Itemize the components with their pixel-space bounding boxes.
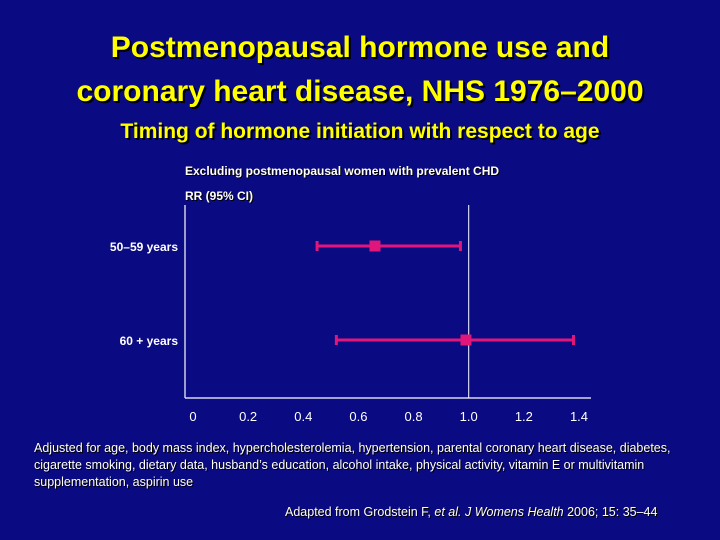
x-tick-label: 1.0 [460,409,478,424]
subtitle: Timing of hormone initiation with respec… [120,120,600,143]
x-tick-label: 1.2 [515,409,533,424]
exclusion-note: Excluding postmenopausal women with prev… [185,164,500,178]
x-tick-label: 1.4 [570,409,588,424]
source-etal: et al. [434,505,462,519]
adjustment-footnote: Adjusted for age, body mass index, hyper… [34,441,671,489]
rr-point [369,240,381,252]
row-label: 60 + years [120,334,179,348]
source-prefix: Adapted from Grodstein F, [285,505,435,519]
source-citation: Adapted from Grodstein F, et al. J Women… [285,505,657,519]
rr-point [460,334,472,346]
y-axis-label: RR (95% CI) [185,189,254,203]
x-tick-label: 0.2 [239,409,257,424]
x-tick-label: 0 [189,409,196,424]
source-journal: J Womens Health [461,505,564,519]
x-tick-label: 0.8 [405,409,423,424]
row-label: 50–59 years [110,240,178,254]
x-tick-label: 0.4 [294,409,312,424]
title-line-2: coronary heart disease, NHS 1976–2000 [76,75,644,108]
source-suffix: 2006; 15: 35–44 [563,505,658,519]
x-tick-label: 0.6 [349,409,367,424]
title-line-1: Postmenopausal hormone use and [110,31,610,64]
